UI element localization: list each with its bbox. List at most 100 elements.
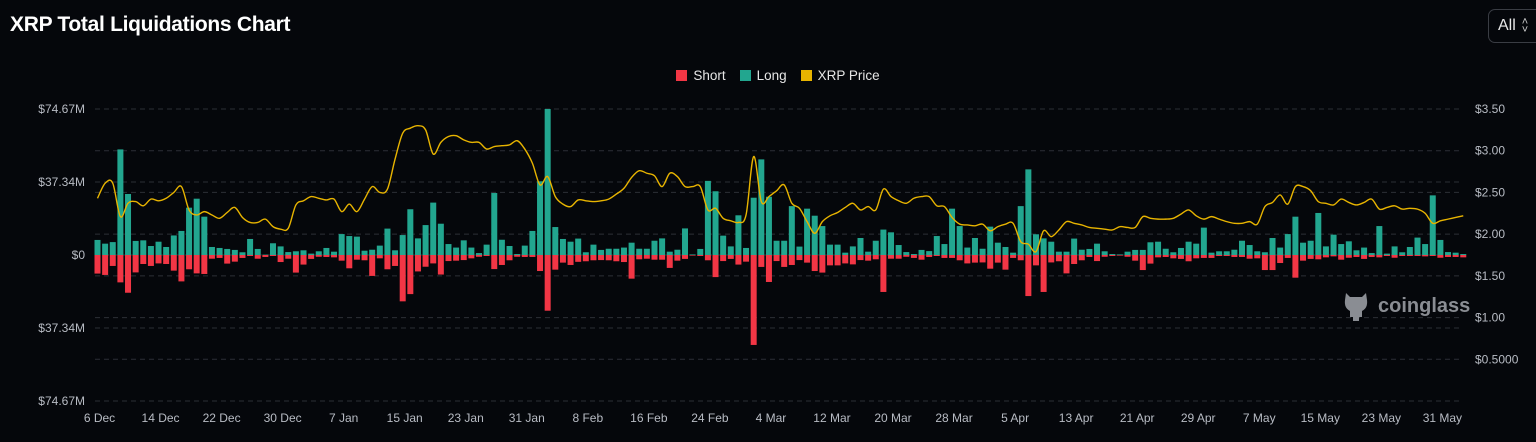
long-bar (392, 250, 399, 255)
long-bar (872, 240, 879, 255)
short-bar (941, 255, 948, 258)
coinglass-logo-icon (1344, 293, 1368, 321)
legend-item-long[interactable]: Long (739, 68, 787, 83)
short-bar (750, 255, 757, 345)
long-bar (170, 235, 177, 255)
right-tick-label: $2.00 (1475, 227, 1505, 241)
legend-label-price: XRP Price (817, 68, 880, 83)
long-bar (498, 239, 505, 255)
short-bar (186, 255, 193, 270)
long-bar (1269, 237, 1276, 255)
short-bar (407, 255, 414, 295)
short-bar (956, 255, 963, 261)
short-bar (1376, 255, 1383, 258)
short-bar (117, 255, 124, 283)
long-bar (933, 236, 940, 255)
short-bar (1170, 255, 1177, 259)
long-bar (689, 254, 696, 255)
right-tick-label: $3.50 (1475, 102, 1505, 116)
long-bar (1277, 247, 1284, 255)
short-bar (865, 255, 872, 261)
long-bar (285, 252, 292, 255)
short-bar (399, 255, 406, 302)
short-bar (1300, 255, 1307, 261)
short-bar (987, 255, 994, 269)
long-bar (201, 216, 208, 255)
long-bar (918, 249, 925, 255)
short-bar (521, 255, 528, 257)
short-bar (903, 255, 910, 257)
short-bar (392, 255, 399, 266)
short-bar (506, 255, 513, 261)
long-bar (537, 181, 544, 255)
long-bar (735, 215, 742, 255)
long-bar (506, 246, 513, 255)
long-bar (1246, 245, 1253, 255)
x-tick-label: 20 Mar (874, 411, 911, 425)
short-bar (1231, 255, 1238, 257)
short-bar (346, 255, 353, 269)
long-bar (399, 235, 406, 255)
long-bar (643, 248, 650, 255)
long-bar (1284, 234, 1291, 255)
x-tick-label: 13 Apr (1059, 411, 1094, 425)
long-bar (1437, 239, 1444, 255)
x-tick-label: 7 May (1243, 411, 1276, 425)
short-bar (842, 255, 849, 264)
long-bar (1338, 244, 1345, 255)
right-axis: $3.50 $3.00 $2.50 $2.00 $1.50 $1.00 $0.5000 (1475, 102, 1519, 366)
short-bar (895, 255, 902, 259)
short-bar (216, 255, 223, 258)
short-bar (414, 255, 421, 272)
range-select[interactable]: All ˄ ˅ (1488, 9, 1536, 43)
short-bar (1055, 255, 1062, 262)
short-bar (796, 255, 803, 261)
long-bar (826, 244, 833, 255)
short-bar (598, 255, 605, 261)
long-bar (353, 236, 360, 255)
short-bar (1338, 255, 1345, 260)
long-bar (453, 247, 460, 255)
long-bar (1231, 249, 1238, 255)
short-bar (1246, 255, 1253, 259)
short-bar (1048, 255, 1055, 263)
legend-item-price[interactable]: XRP Price (800, 68, 880, 83)
short-bar (926, 255, 933, 257)
short-bar (468, 255, 475, 259)
short-bar (1368, 255, 1375, 257)
short-bar (880, 255, 887, 292)
short-bar (788, 255, 795, 265)
short-bar (1025, 255, 1032, 297)
long-bar (1032, 234, 1039, 255)
long-bar (628, 242, 635, 255)
x-tick-label: 12 Mar (813, 411, 850, 425)
long-bar (1322, 246, 1329, 255)
long-bar (1063, 251, 1070, 255)
short-bar (1078, 255, 1085, 261)
short-bar (384, 255, 391, 270)
x-tick-label: 5 Apr (1001, 411, 1029, 425)
long-bar (903, 252, 910, 255)
left-axis: $74.67M $37.34M $0 $37.34M $74.67M (38, 102, 85, 408)
short-bar (1391, 255, 1398, 258)
x-tick-label: 7 Jan (329, 411, 358, 425)
short-bar (437, 255, 444, 275)
long-bar (910, 254, 917, 255)
long-bar (254, 248, 261, 255)
left-tick-label: $74.67M (38, 394, 85, 408)
long-bar (1315, 212, 1322, 255)
long-bar (994, 242, 1001, 255)
long-bar (750, 197, 757, 255)
long-bar (849, 246, 856, 255)
long-bar (1200, 227, 1207, 255)
short-bar (1277, 255, 1284, 264)
long-bar (781, 240, 788, 255)
legend-item-short[interactable]: Short (676, 68, 726, 83)
long-bar (514, 254, 521, 255)
long-bar (132, 240, 139, 255)
long-bar (1361, 247, 1368, 255)
x-tick-label: 14 Dec (142, 411, 180, 425)
x-tick-label: 31 May (1423, 411, 1462, 425)
long-bar (796, 246, 803, 255)
long-bar (1353, 250, 1360, 255)
